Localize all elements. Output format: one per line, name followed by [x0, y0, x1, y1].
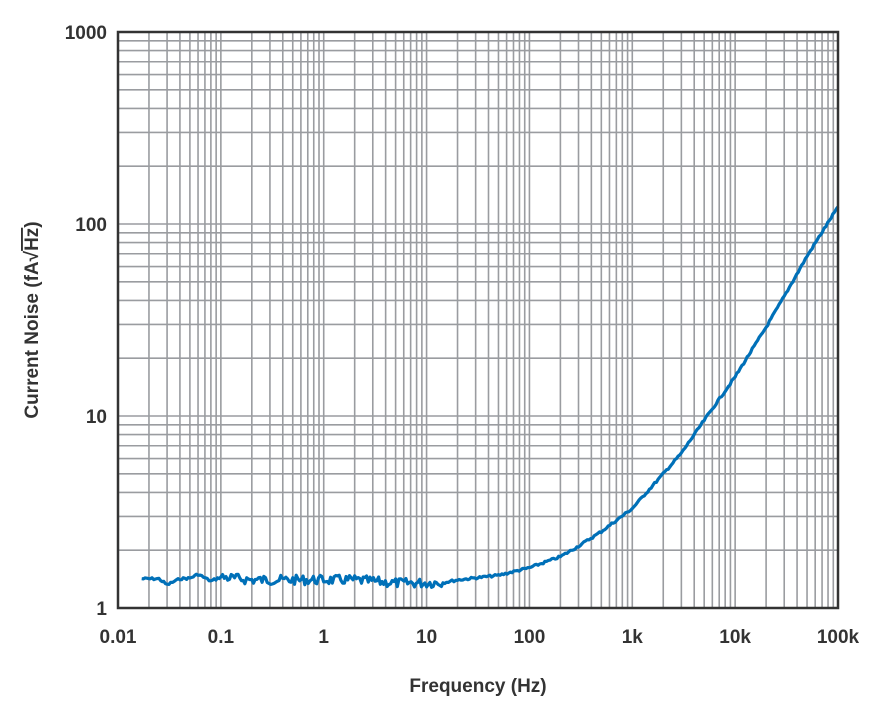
y-axis-label: Current Noise (fA√Hz) [22, 221, 43, 418]
x-tick-label: 100 [514, 627, 546, 648]
x-tick-label: 1k [622, 627, 644, 648]
y-tick-label: 1000 [65, 23, 107, 44]
y-tick-label: 100 [75, 215, 107, 236]
y-tick-labels: 1 10 100 1000 [65, 23, 108, 620]
x-tick-label: 0.01 [100, 627, 137, 648]
current-noise-line [142, 207, 838, 588]
x-tick-label: 10 [416, 627, 437, 648]
x-tick-label: 100k [817, 627, 860, 648]
x-tick-label: 0.1 [208, 627, 235, 648]
x-tick-labels: 0.01 0.1 1 10 100 1k 10k 100k [100, 627, 860, 648]
y-tick-label: 1 [96, 599, 107, 620]
series-layer [142, 207, 838, 588]
x-axis-label: Frequency (Hz) [409, 676, 546, 697]
x-tick-label: 1 [318, 627, 329, 648]
x-tick-label: 10k [719, 627, 751, 648]
grid [118, 32, 838, 608]
y-tick-label: 10 [86, 407, 107, 428]
